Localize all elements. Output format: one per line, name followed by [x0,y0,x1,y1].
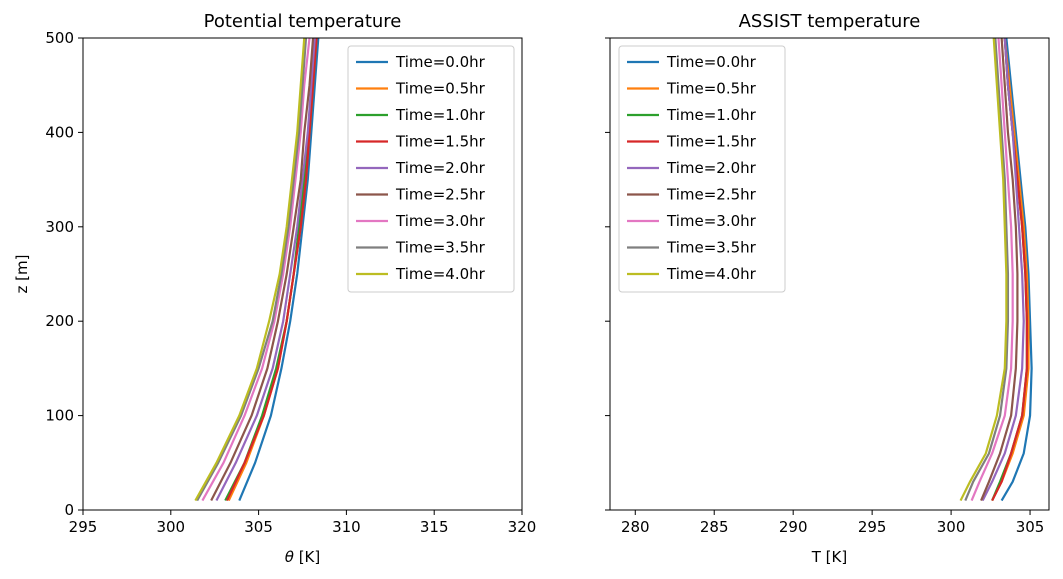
x-tick-label: 285 [700,518,729,536]
y-tick-label: 0 [64,501,74,519]
axes-frame [609,37,1050,511]
legend-entry-label: Time=3.0hr [666,212,757,230]
series-line-time-0-5hr [991,37,1030,502]
x-axis-label-unit: [K] [294,548,320,566]
series-line-time-2-0hr [215,37,316,502]
series-line-time-3-5hr [964,37,1010,501]
series-line-time-1-5hr [225,37,318,502]
legend-entry-label: Time=3.5hr [395,239,486,257]
series-line-time-4-0hr [959,37,1008,502]
x-tick-label: 280 [621,518,650,536]
legend-entry-label: Time=3.5hr [666,239,757,257]
x-tick-label: 295 [858,518,887,536]
y-tick-label: 500 [45,29,74,47]
y-axis-label: z [m] [13,255,31,294]
x-tick-label: 315 [420,518,449,536]
axes-frame [82,37,523,511]
series-line-time-2-0hr [981,37,1025,502]
legend-entry-label: Time=4.0hr [666,265,757,283]
x-tick-label: 310 [332,518,361,536]
legend-entry-label: Time=2.5hr [666,186,757,204]
x-tick-label: 305 [244,518,273,536]
series-line-time-0-0hr [238,37,320,501]
y-tick-label: 400 [45,123,74,141]
series-line-time-4-0hr [194,37,306,502]
y-tick-label: 100 [45,407,74,425]
x-tick-label: 290 [779,518,808,536]
legend-entry-label: Time=3.0hr [395,212,486,230]
legend-entry-label: Time=0.5hr [395,80,486,98]
x-axis-label: θ [K] [285,548,321,566]
legend: Time=0.0hr Time=0.5hr Time=1.0hr Time=1.5hr… [347,45,515,293]
panel-potential-temperature: 295 300 305 310 315 320 0 100 200 300 400 500 Potent… [13,11,536,566]
legend-box [618,45,786,293]
legend-entry-label: Time=0.5hr [666,80,757,98]
legend: Time=0.0hr Time=0.5hr Time=1.0hr Time=1.5hr… [618,45,786,293]
legend-entry-label: Time=0.0hr [395,53,486,71]
legend-box [347,45,515,293]
series-line-time-3-0hr [201,37,311,502]
y-tick-label: 300 [45,218,74,236]
series-line-time-0-0hr [1000,37,1033,502]
x-tick-label: 295 [69,518,98,536]
x-axis-label-symbol: θ [285,548,294,566]
legend-entry-label: Time=4.0hr [395,265,486,283]
x-tick-label: 300 [156,518,185,536]
legend-entry-label: Time=1.5hr [395,133,486,151]
legend-entry-label: Time=1.5hr [666,133,757,151]
legend-entry-label: Time=2.5hr [395,186,486,204]
chart-title: Potential temperature [204,11,402,32]
x-tick-label: 300 [937,518,966,536]
x-tick-label: 305 [1016,518,1045,536]
series-line-time-3-5hr [196,37,308,502]
y-tick-label: 200 [45,312,74,330]
legend-entry-label: Time=1.0hr [666,106,757,124]
series-line-time-2-5hr [210,37,315,502]
panel-assist-temperature: 280 285 290 295 300 305 ASSIST temperature T [K… [605,11,1050,566]
legend-entry-label: Time=0.0hr [666,53,757,71]
x-axis-label-unit: T [K] [811,548,847,566]
legend-entry-label: Time=2.0hr [666,159,757,177]
series-line-time-2-5hr [980,37,1019,501]
legend-entry-label: Time=1.0hr [395,106,486,124]
series-line-time-3-0hr [970,37,1014,501]
chart-title: ASSIST temperature [739,11,921,32]
legend-entry-label: Time=2.0hr [395,159,486,177]
x-tick-label: 320 [508,518,537,536]
x-axis-label: T [K] [811,548,847,566]
